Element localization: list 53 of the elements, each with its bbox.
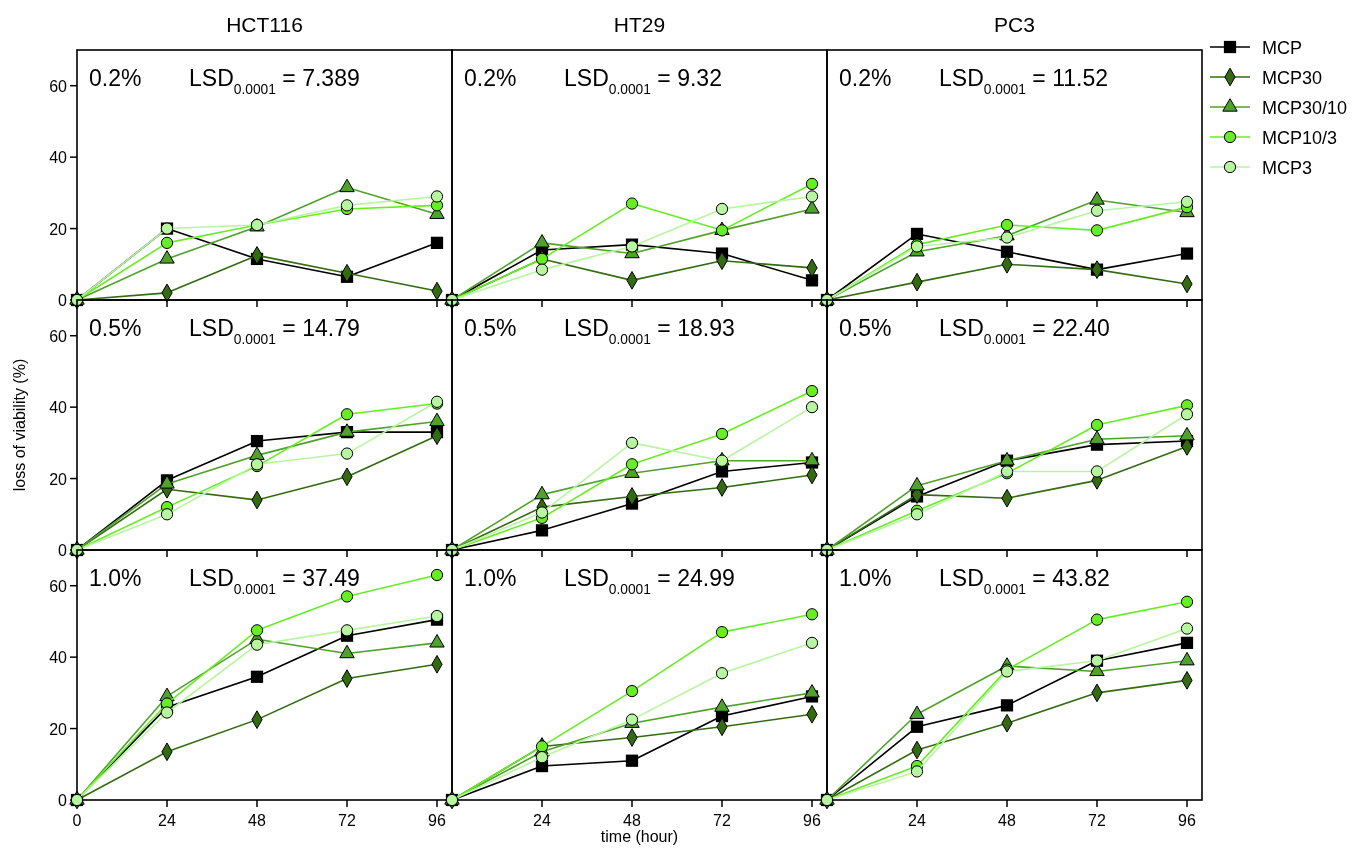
annotation: 0.5% bbox=[464, 315, 517, 341]
x-tick-label: 96 bbox=[428, 812, 446, 829]
x-tick-label: 24 bbox=[533, 812, 551, 829]
y-tick-label: 20 bbox=[49, 470, 68, 488]
annotation: 0.2% bbox=[464, 65, 517, 91]
chart-title: PC3 bbox=[994, 13, 1035, 36]
y-tick-label: 20 bbox=[49, 220, 68, 238]
y-tick-label: 40 bbox=[49, 399, 68, 417]
annotation: 0.5% bbox=[89, 315, 142, 341]
annotation: LSD$_{0.0001}$ = 43.82 bbox=[939, 565, 1110, 597]
legend-label: MCP30/10 bbox=[1262, 98, 1348, 118]
y-tick-label: 0 bbox=[58, 542, 68, 559]
annotation: LSD$_{0.0001}$ = 7.389 bbox=[189, 65, 360, 97]
annotation: 1.0% bbox=[839, 565, 892, 591]
annotation: LSD$_{0.0001}$ = 24.99 bbox=[564, 565, 735, 597]
x-tick-label: 96 bbox=[803, 812, 821, 829]
x-tick-label: 72 bbox=[1088, 812, 1106, 829]
annotation: LSD$_{0.0001}$ = 11.52 bbox=[939, 65, 1109, 97]
x-tick-label: 48 bbox=[998, 812, 1016, 829]
y-axis-title: loss of viability (%) bbox=[11, 358, 28, 492]
x-tick-label: 48 bbox=[623, 812, 641, 829]
x-tick-label: 24 bbox=[158, 812, 176, 829]
chart-title: HT29 bbox=[613, 13, 666, 36]
chart-title: HCT116 bbox=[226, 13, 303, 36]
legend-label: MCP3 bbox=[1262, 158, 1313, 178]
annotation: 0.2% bbox=[839, 65, 892, 91]
x-tick-label: 72 bbox=[338, 812, 356, 829]
x-tick-label: 0 bbox=[72, 812, 82, 829]
x-tick-label: 72 bbox=[713, 812, 731, 829]
legend-label: MCP30 bbox=[1262, 68, 1323, 88]
y-tick-label: 60 bbox=[49, 77, 68, 95]
annotation: LSD$_{0.0001}$ = 18.93 bbox=[564, 315, 735, 347]
y-tick-label: 60 bbox=[49, 577, 68, 595]
y-tick-label: 40 bbox=[49, 649, 68, 667]
annotation: 0.5% bbox=[839, 315, 892, 341]
annotation: LSD$_{0.0001}$ = 22.40 bbox=[939, 315, 1110, 347]
annotation: LSD$_{0.0001}$ = 37.49 bbox=[189, 565, 360, 597]
annotation: LSD$_{0.0001}$ = 9.32 bbox=[564, 65, 722, 97]
y-tick-label: 40 bbox=[49, 149, 68, 167]
x-tick-label: 48 bbox=[248, 812, 266, 829]
annotation: 0.2% bbox=[89, 65, 142, 91]
x-axis-title: time (hour) bbox=[600, 828, 679, 845]
annotation: LSD$_{0.0001}$ = 14.79 bbox=[189, 315, 360, 347]
x-tick-label: 24 bbox=[908, 812, 926, 829]
y-tick-label: 0 bbox=[58, 792, 68, 809]
x-tick-label: 96 bbox=[1178, 812, 1196, 829]
annotation: 1.0% bbox=[464, 565, 517, 591]
legend-label: MCP10/3 bbox=[1262, 128, 1338, 148]
legend-label: MCP bbox=[1262, 38, 1302, 58]
y-tick-label: 20 bbox=[49, 720, 68, 738]
annotation: 1.0% bbox=[89, 565, 142, 591]
y-tick-label: 60 bbox=[49, 327, 68, 345]
y-tick-label: 0 bbox=[58, 292, 68, 309]
